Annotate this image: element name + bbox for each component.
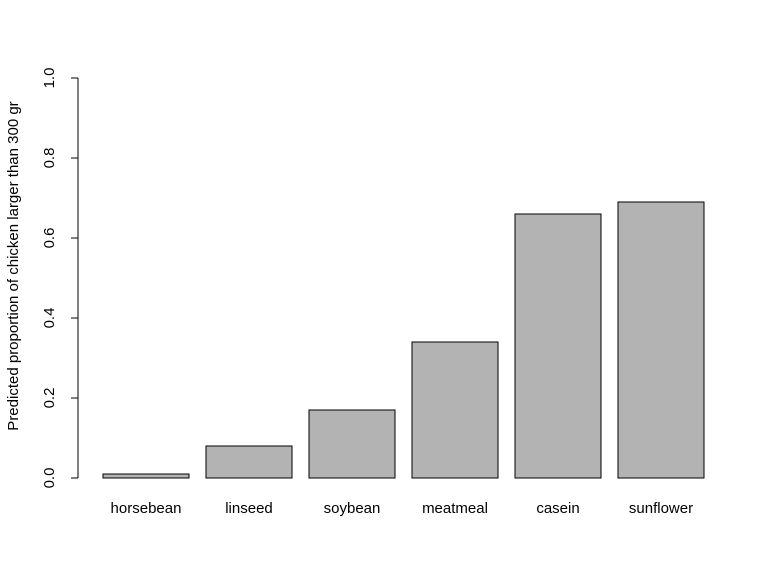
y-tick-label: 0.8 xyxy=(41,148,58,169)
bar-soybean xyxy=(308,409,396,479)
x-category-label: horsebean xyxy=(111,500,182,517)
x-category-label: meatmeal xyxy=(422,500,488,517)
bar-sunflower xyxy=(617,201,705,479)
bar-meatmeal xyxy=(411,341,499,479)
y-axis-title: Predicted proportion of chicken larger t… xyxy=(5,101,22,430)
x-axis-labels: horsebean linseed soybean meatmeal casein sun… xyxy=(111,500,694,517)
bar-linseed xyxy=(205,445,293,479)
x-category-label: sunflower xyxy=(629,500,693,517)
y-tick-label: 0.6 xyxy=(41,228,58,249)
x-category-label: casein xyxy=(536,500,579,517)
y-tick-label: 0.4 xyxy=(41,308,58,329)
y-axis: 0.0 0.2 0.4 0.6 0.8 1.0 xyxy=(41,68,79,489)
x-category-label: linseed xyxy=(225,500,273,517)
bar-horsebean xyxy=(102,473,190,479)
bars xyxy=(102,201,705,479)
x-category-label: soybean xyxy=(324,500,381,517)
y-tick-label: 0.2 xyxy=(41,388,58,409)
bar-casein xyxy=(514,213,602,479)
y-tick-label: 0.0 xyxy=(41,468,58,489)
y-tick-label: 1.0 xyxy=(41,68,58,89)
